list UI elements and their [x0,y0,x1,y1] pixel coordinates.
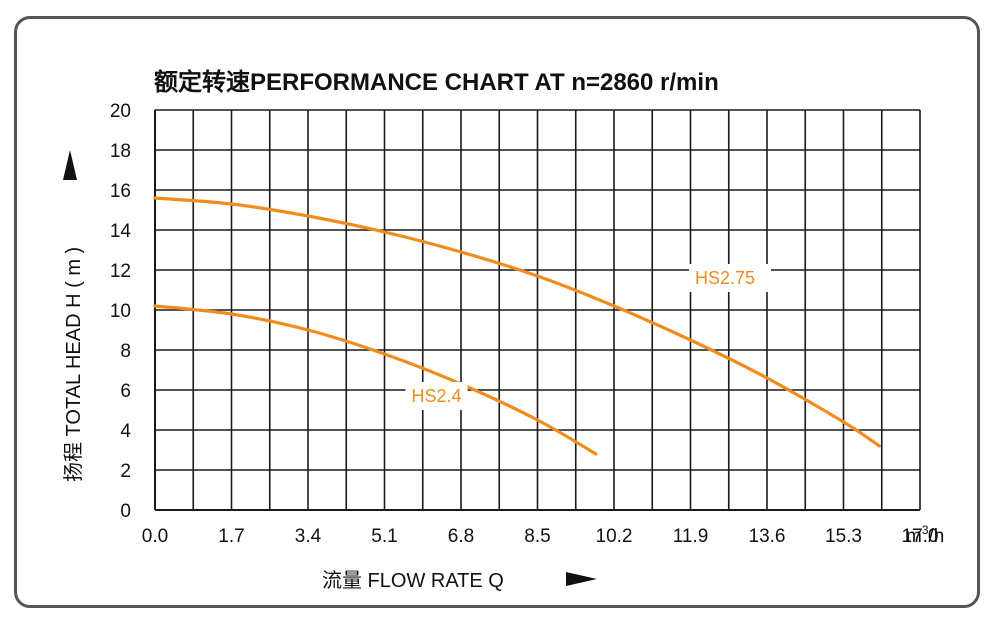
y-tick-label: 16 [110,181,131,202]
x-tick-label: 6.8 [448,526,474,547]
x-tick-label: 3.4 [295,526,322,547]
x-tick-label: 0.0 [142,526,168,547]
series-label: HS2.4 [412,386,462,406]
curve-hs2-75 [153,196,882,448]
plot-grid [154,109,921,511]
x-tick-label: 11.9 [673,526,709,547]
x-tick-labels: 0.0 1.7 3.4 5.1 6.8 8.5 10.2 11.9 13.6 15.3 17.0 [142,526,939,547]
y-tick-labels: 0 2 4 6 8 10 12 14 16 18 20 [110,101,132,522]
series-label: HS2.75 [695,268,755,288]
x-axis-label: 流量 FLOW RATE Q [322,569,504,592]
y-tick-label: 2 [120,461,131,482]
x-tick-label: 5.1 [371,526,397,547]
y-tick-label: 12 [110,261,131,282]
x-tick-label: 8.5 [524,526,550,547]
series-label-background [405,382,468,410]
series-label-background [689,264,771,292]
x-tick-label: 13.6 [749,526,786,547]
plot-curves: HS2.75 HS2.4 [153,196,882,456]
x-axis-unit: m3/h [906,523,944,547]
y-tick-label: 20 [110,101,131,122]
curve-hs2-4 [153,304,598,456]
y-axis-arrow-icon [63,150,77,180]
y-tick-label: 6 [120,381,131,402]
x-tick-label: 10.2 [596,526,633,547]
y-tick-label: 4 [120,421,131,442]
y-tick-label: 8 [120,341,131,362]
y-tick-label: 14 [110,221,132,242]
y-axis-label: 扬程 TOTAL HEAD H ( m ) [62,247,85,482]
x-tick-label: 15.3 [825,526,862,547]
x-tick-label: 17.0 [902,526,939,547]
y-tick-label: 0 [120,501,131,522]
x-tick-label: 1.7 [218,526,244,547]
y-tick-label: 10 [110,301,131,322]
y-tick-label: 18 [110,141,131,162]
chart-title: 额定转速PERFORMANCE CHART AT n=2860 r/min [154,68,719,96]
x-axis-arrow-icon [566,572,597,586]
